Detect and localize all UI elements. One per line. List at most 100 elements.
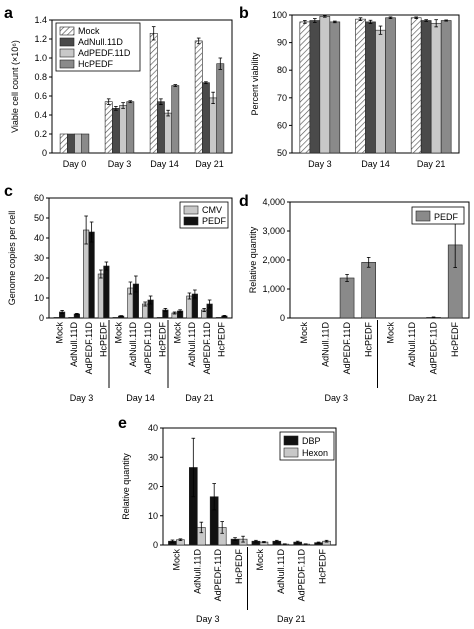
- bar: [59, 133, 68, 154]
- y-tick-label: 50: [34, 213, 44, 223]
- y-tick-label: 0.2: [34, 129, 47, 139]
- x-tick-label: AdPEDF.11D: [297, 549, 307, 602]
- x-tick-label: Mock: [171, 549, 181, 571]
- plot-frame: [51, 19, 233, 154]
- y-tick-label: 1.0: [34, 53, 47, 63]
- bar: [171, 85, 180, 154]
- panel-c: 0 10 20 30 40 50 60 Genome copies per cell Mock A…: [7, 193, 233, 403]
- group-label: Day 21: [185, 393, 214, 403]
- y-tick-label: 60: [34, 193, 44, 203]
- bar: [216, 63, 225, 154]
- x-tick-label: Day 3: [308, 159, 332, 169]
- x-tick-label: HcPEDF: [364, 322, 374, 358]
- bar: [149, 32, 158, 154]
- legend-swatch: [59, 48, 75, 58]
- y-tick-label: 30: [34, 253, 44, 263]
- panel-a: 0 0.2 0.4 0.6 0.8 1.0 1.2 1.4 Viable cell count …: [10, 15, 233, 169]
- y-tick-label: 20: [148, 482, 158, 492]
- y-tick-label: 2,000: [262, 255, 285, 265]
- x-tick-label: Mock: [299, 322, 309, 344]
- x-tick-label: AdPEDF.11D: [342, 322, 352, 375]
- bar: [339, 277, 355, 319]
- panel-e: 0 10 20 30 40 Relative quantity Mock AdNull.11D…: [121, 423, 337, 624]
- x-tick-label: AdNull.11D: [407, 322, 417, 367]
- panel-letter-b: b: [239, 5, 249, 22]
- bar: [299, 21, 311, 154]
- legend-swatch: [59, 37, 75, 47]
- x-tick-label: Mock: [54, 322, 64, 344]
- x-tick-label: Day 0: [63, 159, 87, 169]
- legend-label: PEDF: [202, 216, 227, 226]
- x-tick-label: Mock: [113, 322, 123, 344]
- y-tick-label: 4,000: [262, 197, 285, 207]
- x-tick-label: Day 21: [195, 159, 224, 169]
- legend-label: Mock: [78, 26, 100, 36]
- y-tick-label: 3,000: [262, 226, 285, 236]
- y-tick-label: 0: [153, 540, 158, 550]
- bar: [361, 262, 376, 319]
- bar: [355, 18, 366, 154]
- bar: [157, 101, 165, 154]
- x-tick-label: HcPEDF: [450, 322, 460, 358]
- y-tick-label: 1.2: [34, 34, 47, 44]
- bar: [126, 101, 135, 154]
- bar: [88, 231, 95, 319]
- y-axis-label: Percent viability: [250, 52, 260, 116]
- x-tick-label: Day 14: [361, 159, 390, 169]
- x-tick-label: AdNull.11D: [187, 322, 197, 367]
- x-tick-label: AdPEDF.11D: [213, 549, 223, 602]
- group-label: Day 3: [196, 614, 220, 624]
- legend-label: Hexon: [302, 448, 328, 458]
- y-axis-label: Genome copies per cell: [7, 211, 17, 306]
- bar: [53, 317, 60, 319]
- bar: [410, 17, 422, 154]
- y-axis-label: Relative quantity: [121, 453, 131, 520]
- legend-swatch: [59, 26, 75, 36]
- x-tick-label: Day 3: [108, 159, 132, 169]
- y-tick-label: 30: [148, 452, 158, 462]
- y-tick-label: 1.4: [34, 15, 47, 25]
- panel-letter-e: e: [118, 415, 127, 432]
- panel-letters: a b c d e: [4, 5, 249, 432]
- group-label: Day 3: [324, 393, 348, 403]
- bar: [209, 97, 217, 154]
- group-label: Day 14: [126, 393, 155, 403]
- legend-swatch: [283, 447, 299, 458]
- legend-label: HcPEDF: [78, 59, 114, 69]
- legend-label: AdNull.11D: [78, 37, 123, 47]
- bar: [81, 133, 90, 154]
- bar: [68, 317, 75, 319]
- x-tick-label: AdNull.11D: [192, 549, 202, 594]
- x-tick-label: Mock: [255, 549, 265, 571]
- x-tick-label: Mock: [385, 322, 395, 344]
- legend-label: CMV: [202, 205, 222, 215]
- legend-swatch: [183, 205, 199, 215]
- x-tick-label: AdNull.11D: [320, 322, 330, 367]
- group-label: Day 3: [70, 393, 94, 403]
- bar: [74, 133, 82, 154]
- y-tick-label: 0.6: [34, 91, 47, 101]
- legend-swatch: [415, 210, 431, 222]
- y-tick-label: 70: [277, 93, 287, 103]
- y-axis-label: Viable cell count (×10⁶): [10, 40, 20, 133]
- legend-label: DBP: [302, 436, 321, 446]
- legend-swatch: [59, 59, 75, 69]
- y-tick-label: 0: [39, 313, 44, 323]
- x-tick-label: Day 21: [417, 159, 446, 169]
- bar: [119, 105, 127, 154]
- x-tick-label: AdPEDF.11D: [84, 322, 94, 375]
- bar: [156, 317, 163, 319]
- bar: [420, 20, 432, 154]
- bar: [440, 20, 452, 154]
- bar: [202, 82, 210, 154]
- bar: [215, 317, 222, 319]
- y-tick-label: 10: [34, 293, 44, 303]
- y-tick-label: 80: [277, 65, 287, 75]
- y-tick-label: 90: [277, 38, 287, 48]
- bar: [194, 40, 203, 154]
- x-tick-label: AdNull.11D: [69, 322, 79, 367]
- y-tick-label: 50: [277, 148, 287, 158]
- x-tick-label: HcPEDF: [234, 549, 244, 585]
- bar: [67, 133, 75, 154]
